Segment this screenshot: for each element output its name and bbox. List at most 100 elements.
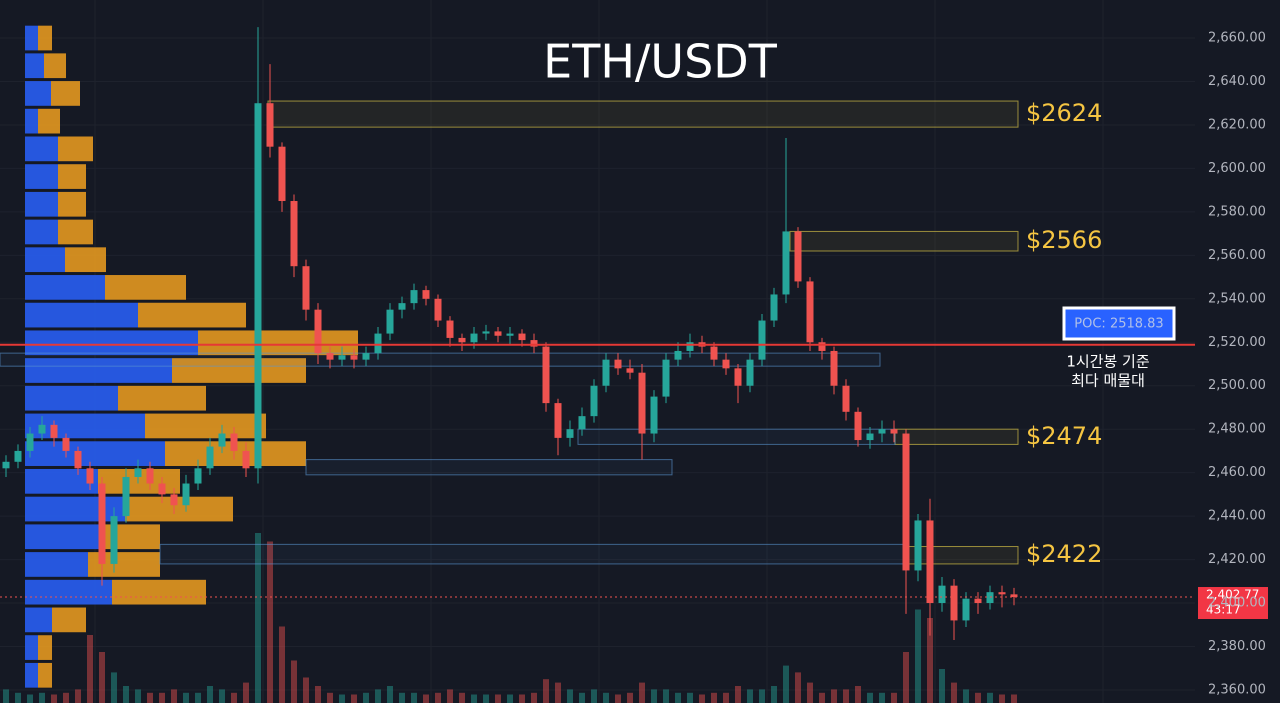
candle-body	[194, 468, 202, 484]
candle-body	[614, 359, 622, 369]
zone	[159, 543, 906, 565]
profile-buy	[25, 136, 58, 162]
candle-body	[818, 342, 826, 351]
candle-body	[314, 309, 322, 354]
volume-bar	[759, 689, 765, 703]
y-tick-label: 2,440.00	[1208, 509, 1266, 524]
y-tick-label: 2,600.00	[1208, 161, 1266, 176]
candle-body	[722, 359, 730, 369]
candle-body	[734, 368, 742, 386]
zone	[789, 230, 1019, 252]
candle-body	[266, 103, 274, 147]
volume-bar	[159, 692, 165, 703]
volume-bar	[591, 689, 597, 703]
volume-bar	[783, 665, 789, 703]
countdown-label: 43:17	[1206, 603, 1241, 617]
volume-bar	[939, 669, 945, 703]
profile-buy	[25, 579, 112, 605]
profile-sell	[38, 662, 52, 688]
profile-buy	[25, 25, 38, 51]
volume-bar	[915, 609, 921, 703]
volume-bar	[843, 689, 849, 703]
y-tick-label: 2,420.00	[1208, 552, 1266, 567]
candle-body	[998, 592, 1006, 595]
candle-body	[110, 516, 118, 564]
candle-body	[230, 433, 238, 451]
volume-bar	[387, 686, 393, 703]
volume-bar	[855, 686, 861, 703]
candle-body	[26, 433, 34, 451]
volume-bar	[567, 689, 573, 703]
profile-sell	[198, 330, 358, 356]
volume-bar	[255, 533, 261, 703]
y-tick-label: 2,360.00	[1208, 682, 1266, 697]
profile-buy	[25, 247, 65, 273]
volume-bar	[219, 689, 225, 703]
candle-body	[278, 146, 286, 202]
candle-body	[602, 359, 610, 386]
profile-buy	[25, 385, 118, 411]
zone-label: $2624	[1026, 99, 1102, 127]
volume-bar	[543, 679, 549, 703]
candle-body	[566, 429, 574, 438]
candle-body	[1010, 594, 1018, 598]
y-tick-label: 2,520.00	[1208, 335, 1266, 350]
volume-profile	[25, 25, 358, 688]
candle-body	[986, 592, 994, 604]
candles	[2, 27, 1018, 640]
candle-body	[350, 355, 358, 360]
volume-bar	[651, 689, 657, 703]
volume-bar	[231, 692, 237, 703]
volume-bar	[63, 692, 69, 703]
candle-body	[482, 331, 490, 334]
volume-bar	[663, 689, 669, 703]
candle-body	[842, 385, 850, 412]
volume-bar	[723, 692, 729, 703]
candle-body	[662, 359, 670, 397]
volume-bar	[771, 686, 777, 703]
candle-body	[782, 231, 790, 295]
candle-body	[926, 520, 934, 604]
candle-body	[854, 411, 862, 441]
candle-body	[878, 429, 886, 434]
candle-body	[302, 266, 310, 310]
candle-body	[446, 320, 454, 338]
profile-sell	[44, 53, 66, 79]
candle-body	[86, 468, 94, 484]
candle-body	[14, 450, 22, 462]
volume-bar	[15, 692, 21, 703]
volume-bar	[999, 694, 1005, 703]
candle-body	[398, 303, 406, 310]
volume-bar	[531, 692, 537, 703]
volume-bar	[603, 692, 609, 703]
profile-buy	[25, 524, 102, 550]
y-tick-label: 2,400.00	[1208, 596, 1266, 611]
candle-body	[590, 385, 598, 417]
profile-buy	[25, 441, 165, 466]
volume-bar	[171, 689, 177, 703]
candle-body	[50, 424, 58, 438]
volume-bar	[315, 686, 321, 703]
profile-sell	[58, 219, 93, 245]
candle-body	[146, 468, 154, 484]
profile-buy	[25, 81, 51, 106]
volume-bar	[711, 692, 717, 703]
zone-label: $2422	[1026, 540, 1102, 568]
profile-sell	[58, 136, 93, 162]
volume-bar	[51, 694, 57, 703]
profile-sell	[38, 25, 52, 51]
candle-body	[2, 461, 10, 469]
profile-sell	[51, 81, 80, 106]
poc-box	[1062, 306, 1176, 341]
candle-body	[290, 201, 298, 267]
profile-sell	[112, 579, 206, 605]
volume-bar	[243, 682, 249, 703]
profile-sell	[58, 164, 86, 189]
candle-body	[338, 355, 346, 360]
volume-bar	[291, 660, 297, 703]
candle-body	[794, 231, 802, 282]
volume-bar	[831, 689, 837, 703]
candle-body	[254, 103, 262, 469]
